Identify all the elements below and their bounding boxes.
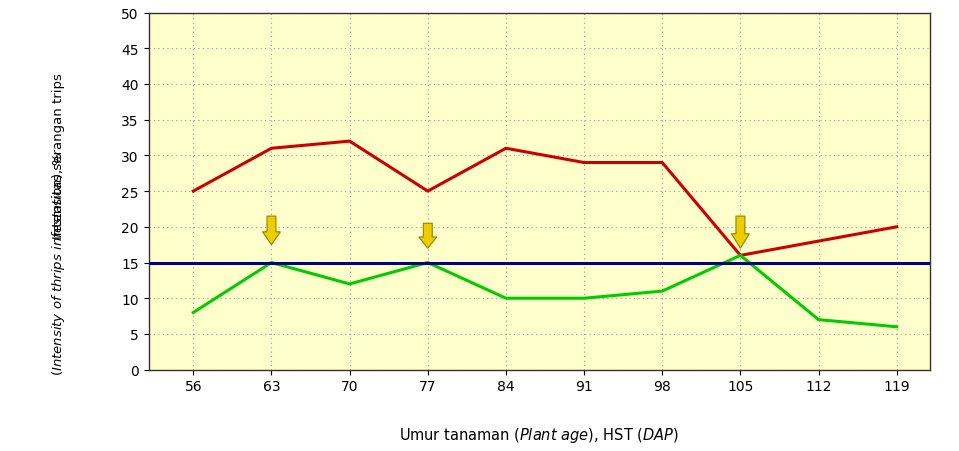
Text: Umur tanaman ($\it{Plant\ age}$), HST ($\it{DAP}$): Umur tanaman ($\it{Plant\ age}$), HST ($…: [399, 425, 680, 444]
FancyArrow shape: [419, 224, 436, 249]
Text: ($\it{Intensity\ of\ thrips\ infestation}$), %: ($\it{Intensity\ of\ thrips\ infestation…: [50, 151, 67, 375]
Text: Intensitas serangan trips: Intensitas serangan trips: [52, 74, 65, 239]
FancyArrow shape: [732, 216, 749, 249]
FancyArrow shape: [263, 216, 280, 245]
